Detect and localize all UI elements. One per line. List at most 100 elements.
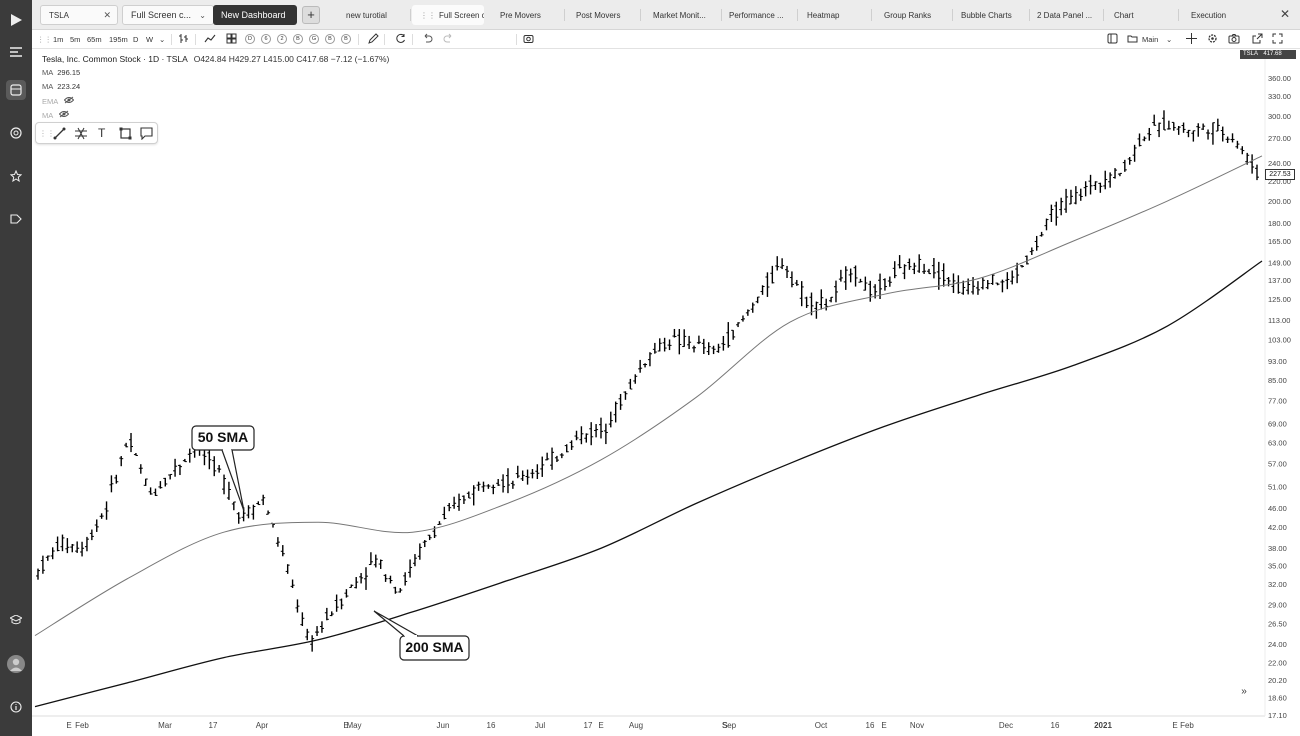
eye-off-icon[interactable] (63, 96, 75, 106)
tab-full-screen-chart[interactable]: ⋮⋮Full Screen ch... (412, 5, 484, 25)
gear-icon[interactable] (1207, 33, 1218, 46)
price-bar (60, 534, 65, 552)
toggle-b3[interactable]: B (341, 34, 351, 44)
tab-group-ranks[interactable]: Group Ranks (876, 5, 950, 25)
sma50-line (34, 155, 1263, 637)
y-tick-label: 93.00 (1268, 357, 1287, 366)
y-tick-label: 20.20 (1268, 676, 1287, 685)
price-bar (922, 263, 927, 274)
tab-post-movers[interactable]: Post Movers (568, 5, 638, 25)
price-bar (843, 266, 848, 290)
layout-icon[interactable] (1107, 33, 1118, 46)
price-bar (696, 335, 701, 345)
edit-icon[interactable] (368, 33, 379, 46)
comment-icon[interactable] (140, 127, 153, 143)
tab-2-data-panel[interactable]: 2 Data Panel ... (1029, 5, 1101, 25)
tab-heatmap[interactable]: Heatmap (799, 5, 869, 25)
indicator-ma-1[interactable]: MA 296.15 (42, 68, 80, 77)
crosshair-icon[interactable] (1186, 33, 1197, 46)
drag-handle-icon[interactable]: ⋮⋮ (39, 129, 55, 138)
price-bar (40, 555, 45, 574)
star-icon[interactable] (6, 166, 26, 186)
camera-icon[interactable] (1228, 33, 1240, 46)
menu-icon[interactable] (6, 42, 26, 62)
maximize-icon[interactable] (1272, 33, 1283, 46)
y-tick-label: 220.00 (1268, 177, 1291, 186)
text-tool-icon[interactable]: T (98, 126, 106, 140)
tab-execution[interactable]: Execution (1183, 5, 1253, 25)
price-bar (505, 468, 510, 494)
y-tick-label: 103.00 (1268, 336, 1291, 345)
tab-new-turotial[interactable]: new turotial (338, 5, 408, 25)
toggle-b2[interactable]: B (325, 34, 335, 44)
drag-handle-icon[interactable]: ⋮⋮ (420, 10, 436, 20)
toggle-g[interactable]: G (309, 34, 319, 44)
interval-1m[interactable]: 1m (53, 35, 64, 44)
info-icon[interactable] (6, 697, 26, 717)
tab-performance[interactable]: Performance ... (721, 5, 795, 25)
y-tick-label: 85.00 (1268, 376, 1287, 385)
toggle-2[interactable]: 2 (277, 34, 287, 44)
refresh-icon[interactable] (395, 33, 406, 46)
chevron-down-icon[interactable]: ⌄ (159, 35, 166, 44)
tab-pre-movers[interactable]: Pre Movers (492, 5, 562, 25)
price-bar (559, 453, 564, 459)
chevron-down-icon[interactable]: ⌄ (1166, 35, 1173, 44)
chevron-down-icon[interactable]: ⌄ (199, 10, 206, 20)
tab-bar: TSLA ✕ Full Screen c... ⌄ New Dashboard … (32, 0, 1300, 30)
interval-d[interactable]: D (133, 35, 139, 44)
education-icon[interactable] (6, 610, 26, 630)
layout-name[interactable]: Main (1142, 35, 1159, 44)
avatar[interactable] (6, 654, 26, 674)
send-icon[interactable] (6, 209, 26, 229)
rectangle-icon[interactable] (119, 127, 132, 143)
trendline-icon[interactable] (53, 127, 66, 143)
price-bar (158, 481, 163, 489)
interval-5m[interactable]: 5m (70, 35, 81, 44)
symbol-tab[interactable]: TSLA ✕ (40, 5, 118, 25)
fib-icon[interactable] (74, 127, 88, 143)
price-bar (1166, 120, 1171, 130)
bar-style-icon[interactable] (178, 33, 189, 46)
screenshot-icon[interactable] (523, 33, 534, 46)
new-dashboard-button[interactable]: New Dashboard (213, 5, 297, 25)
redo-icon[interactable] (443, 33, 454, 46)
price-bar (173, 458, 178, 477)
close-icon[interactable]: ✕ (103, 9, 111, 20)
close-all-button[interactable]: ✕ (1279, 7, 1290, 21)
add-tab-button[interactable]: + (302, 6, 320, 24)
tab-label: Full Screen ch... (439, 10, 484, 20)
radar-icon[interactable] (6, 123, 26, 143)
price-bar (45, 555, 50, 561)
interval-195m[interactable]: 195m (109, 35, 128, 44)
interval-w[interactable]: W (146, 35, 154, 44)
price-bar (427, 534, 432, 541)
indicator-ema[interactable]: EMA (42, 96, 75, 106)
toggle-d[interactable]: D (245, 34, 255, 44)
tab-market-monitor[interactable]: Market Monit... (645, 5, 719, 25)
price-bar (975, 281, 980, 295)
scroll-to-latest-button[interactable]: » (1241, 686, 1247, 697)
price-bar (373, 554, 378, 568)
indicator-ma-2[interactable]: MA 223.24 (42, 82, 80, 91)
logo-icon[interactable] (6, 10, 26, 30)
price-bar (657, 338, 662, 352)
eye-off-icon[interactable] (58, 110, 70, 120)
undo-icon[interactable] (422, 33, 433, 46)
chart-layout-icon[interactable] (6, 80, 26, 100)
popout-icon[interactable] (1252, 33, 1263, 46)
toggle-6[interactable]: 6 (261, 34, 271, 44)
x-tick-label: E (66, 721, 71, 730)
interval-65m[interactable]: 65m (87, 35, 102, 44)
tab-chart[interactable]: Chart (1106, 5, 1176, 25)
price-bar (574, 430, 579, 441)
grid-icon[interactable] (226, 33, 237, 46)
y-tick-label: 360.00 (1268, 74, 1291, 83)
indicator-ma-3[interactable]: MA (42, 110, 70, 120)
tab-bubble-charts[interactable]: Bubble Charts (953, 5, 1029, 25)
folder-icon[interactable] (1127, 33, 1138, 46)
drag-handle-icon[interactable]: ⋮⋮ (37, 35, 52, 44)
indicators-icon[interactable] (204, 33, 216, 46)
toggle-b[interactable]: B (293, 34, 303, 44)
